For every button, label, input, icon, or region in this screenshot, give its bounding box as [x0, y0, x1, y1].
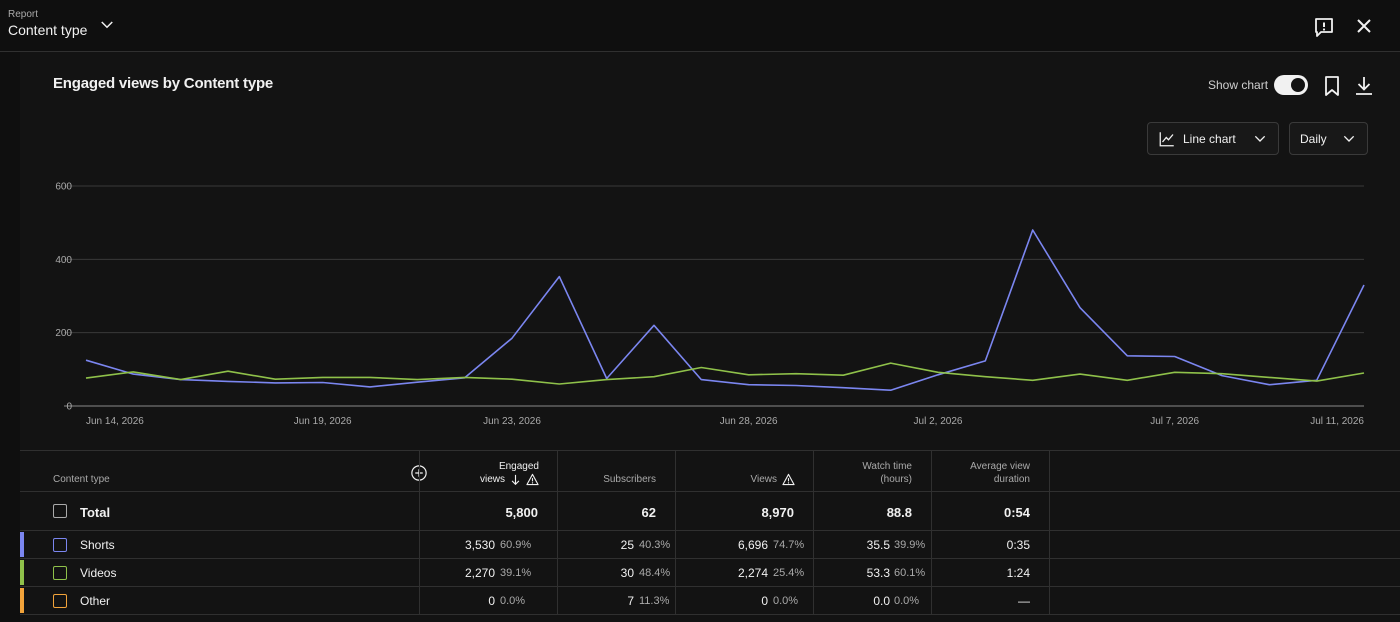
column-header-subscribers[interactable]: Subscribers	[603, 474, 656, 485]
row-name: Shorts	[80, 538, 115, 552]
show-chart-label: Show chart	[1208, 78, 1269, 92]
column-header-watch-time-line1: Watch time	[862, 461, 912, 472]
cell-subscribers-pct: 40.3%	[639, 539, 671, 551]
chevron-down-icon[interactable]	[98, 16, 116, 34]
cell-watch-time-pct: 0.0%	[894, 595, 920, 607]
cell-watch-time: 35.5	[866, 538, 890, 552]
column-header-views[interactable]: Views	[676, 451, 795, 492]
table-row: Other 0 0.0% 7 11.3% 0 0.0% 0.0 0.0% —	[20, 587, 1400, 615]
cell-subscribers: 25	[620, 538, 634, 552]
column-separator	[557, 450, 558, 614]
interval-dropdown[interactable]: Daily	[1289, 122, 1368, 155]
cell-views: 6,696	[737, 538, 768, 552]
download-icon[interactable]	[1352, 74, 1376, 98]
report-header: Report Content type	[0, 0, 1400, 52]
column-header-avg-duration-line1: Average view	[970, 461, 1030, 472]
column-header-watch-time[interactable]: Watch time (hours)	[814, 451, 912, 492]
chevron-down-icon	[1343, 135, 1355, 142]
column-header-watch-time-line2: (hours)	[880, 474, 912, 485]
column-separator	[419, 450, 420, 614]
column-separator	[813, 450, 814, 614]
cell-engaged-views: 0	[488, 594, 495, 608]
cell-engaged-views: 3,530	[464, 538, 495, 552]
column-header-avg-duration[interactable]: Average view duration	[932, 451, 1030, 492]
series-color-swatch	[20, 588, 24, 613]
table-row: Shorts 3,530 60.9% 25 40.3% 6,696 74.7% …	[20, 531, 1400, 559]
close-icon[interactable]	[1352, 14, 1376, 38]
column-header-views-label: Views	[750, 474, 778, 485]
cell-views-pct: 0.0%	[773, 595, 799, 607]
row-name: Other	[80, 594, 111, 608]
cell-views: 0	[761, 594, 768, 608]
cell-avg-duration: —	[1018, 594, 1030, 608]
table-row-total: Total 5,800 62 8,970 88.8 0:54	[20, 492, 1400, 531]
warning-icon	[782, 473, 795, 486]
show-chart-toggle[interactable]	[1274, 75, 1308, 95]
row-checkbox-shorts[interactable]	[53, 538, 67, 552]
row-checkbox-total[interactable]	[53, 504, 67, 518]
toggle-knob	[1291, 78, 1305, 92]
report-title[interactable]: Content type	[8, 22, 88, 38]
column-separator	[675, 450, 676, 614]
cell-engaged-views-pct: 39.1%	[500, 567, 532, 579]
row-checkbox-other[interactable]	[53, 594, 67, 608]
bookmark-icon[interactable]	[1320, 74, 1344, 98]
report-label: Report	[8, 9, 39, 20]
cell-watch-time: 88.8	[886, 505, 912, 520]
cell-subscribers: 62	[641, 505, 656, 520]
line-chart-icon	[1159, 131, 1174, 146]
arrow-down-icon	[511, 474, 520, 486]
column-header-engaged-views-line1: Engaged	[498, 461, 539, 472]
cell-views-pct: 25.4%	[773, 567, 805, 579]
chart-type-dropdown[interactable]: Line chart	[1147, 122, 1279, 155]
cell-watch-time: 0.0	[873, 594, 890, 608]
cell-views-pct: 74.7%	[773, 539, 805, 551]
cell-avg-duration: 1:24	[1006, 566, 1030, 580]
table-header: Content type Engaged views Subscribers V…	[20, 450, 1400, 492]
row-name: Total	[80, 505, 111, 520]
cell-watch-time-pct: 39.9%	[894, 539, 926, 551]
cell-engaged-views-pct: 60.9%	[500, 539, 532, 551]
chart-type-label: Line chart	[1183, 131, 1236, 146]
cell-views: 8,970	[761, 505, 794, 520]
feedback-icon[interactable]	[1312, 15, 1336, 39]
series-color-swatch	[20, 532, 24, 557]
series-color-swatch	[20, 560, 24, 585]
cell-engaged-views: 2,270	[464, 566, 495, 580]
cell-watch-time-pct: 60.1%	[894, 567, 926, 579]
chart-title: Engaged views by Content type	[53, 75, 274, 92]
row-checkbox-videos[interactable]	[53, 566, 67, 580]
chevron-down-icon	[1254, 135, 1266, 142]
cell-subscribers-pct: 48.4%	[639, 567, 671, 579]
interval-label: Daily	[1300, 131, 1327, 146]
column-header-engaged-views[interactable]: Engaged views	[420, 451, 539, 492]
column-header-engaged-views-line2: views	[479, 474, 505, 485]
column-header-avg-duration-line2: duration	[993, 474, 1030, 485]
cell-engaged-views-pct: 0.0%	[500, 595, 526, 607]
cell-subscribers-pct: 11.3%	[639, 595, 670, 607]
column-separator	[1049, 450, 1050, 614]
row-name: Videos	[80, 566, 117, 580]
cell-avg-duration: 0:35	[1006, 538, 1030, 552]
column-header-content-type: Content type	[53, 474, 110, 485]
cell-subscribers: 7	[627, 594, 634, 608]
cell-subscribers: 30	[620, 566, 634, 580]
table-row: Videos 2,270 39.1% 30 48.4% 2,274 25.4% …	[20, 559, 1400, 587]
warning-icon	[526, 473, 539, 486]
cell-views: 2,274	[737, 566, 768, 580]
cell-watch-time: 53.3	[866, 566, 890, 580]
cell-avg-duration: 0:54	[1003, 505, 1030, 520]
column-separator	[931, 450, 932, 614]
cell-engaged-views: 5,800	[505, 505, 538, 520]
